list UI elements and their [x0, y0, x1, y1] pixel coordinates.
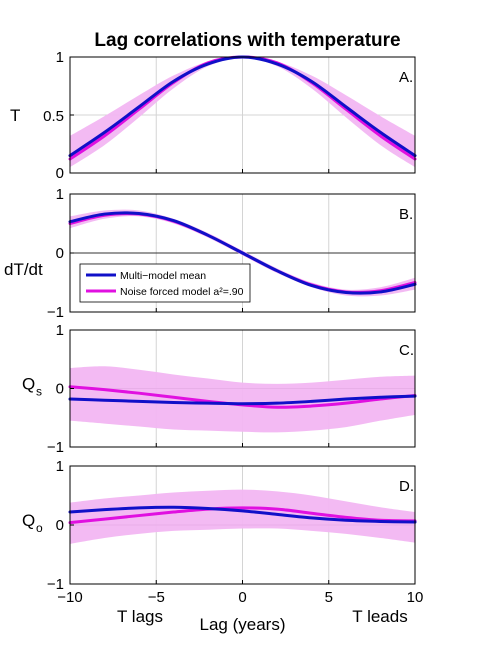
- spread-band: [70, 57, 415, 168]
- spread-band: [70, 366, 415, 433]
- legend: Multi−model mean Noise forced model a²=.9…: [79, 263, 251, 303]
- x-annotation-leads: T leads: [352, 607, 407, 626]
- x-tick-label: −5: [148, 589, 165, 606]
- legend-box: [79, 263, 251, 303]
- panel-3: −1 0 1 Q s C.: [22, 322, 417, 456]
- y-tick-label: −1: [47, 304, 64, 321]
- y-tick-label: 1: [56, 186, 64, 203]
- y-tick-label: 1: [56, 49, 64, 66]
- x-axis-label: Lag (years): [200, 615, 286, 634]
- x-tick-label: 10: [407, 589, 424, 606]
- panel-label: C.: [399, 342, 414, 359]
- y-tick-label: 1: [56, 322, 64, 339]
- chart-title: Lag correlations with temperature: [94, 30, 401, 51]
- x-tick-label: 5: [325, 589, 333, 606]
- y-axis-label: Q: [22, 511, 35, 530]
- y-axis-label: Q: [22, 375, 35, 394]
- series-line-mean: [68, 505, 417, 524]
- y-axis-label: dT/dt: [4, 260, 43, 279]
- panel-label: A.: [399, 69, 413, 86]
- y-tick-label: 1: [56, 458, 64, 475]
- y-tick-label: 0: [56, 245, 64, 262]
- y-axis-label: T: [10, 106, 20, 125]
- x-annotation-lags: T lags: [117, 607, 163, 626]
- series-line-mean: [68, 394, 417, 406]
- y-axis-label-subscript: s: [36, 385, 42, 399]
- y-tick-label: 0: [56, 165, 64, 182]
- y-tick-label: 0: [56, 517, 64, 534]
- series-line-noise: [68, 506, 417, 525]
- x-tick-label: −10: [57, 589, 82, 606]
- panel-label: D.: [399, 478, 414, 495]
- y-tick-label: −1: [47, 439, 64, 456]
- panel-label: B.: [399, 206, 413, 223]
- y-tick-label: −1: [47, 576, 64, 593]
- y-axis-label-subscript: o: [36, 521, 43, 535]
- panel-2: −1 0 1 dT/dt B. Multi−model mean Noise forced …: [4, 186, 417, 321]
- x-tick-label: 0: [238, 589, 246, 606]
- spread-band: [70, 489, 415, 544]
- series-line-mean: [68, 211, 417, 295]
- y-tick-label: 0: [56, 381, 64, 398]
- panel-1: 0 1 T 0.5 A.: [10, 49, 417, 182]
- legend-entry-mean: Multi−model mean: [120, 270, 206, 282]
- legend-entry-noise: Noise forced model a²=.90: [120, 286, 244, 298]
- y-tick-label: 0.5: [43, 108, 64, 125]
